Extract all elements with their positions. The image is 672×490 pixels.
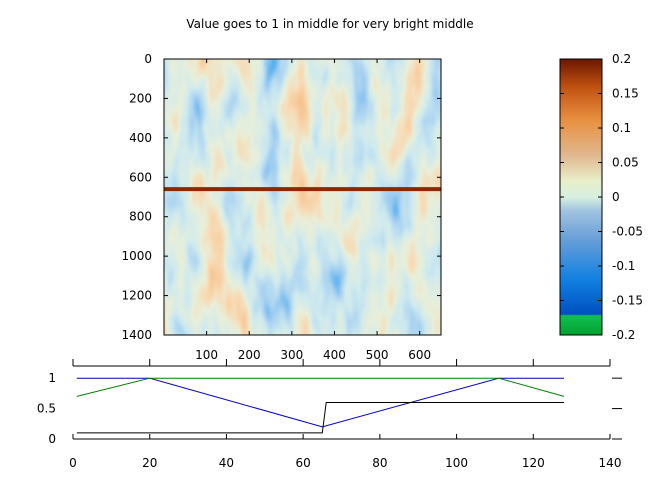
colorbar-tick-label: 0 <box>612 190 620 204</box>
line-y-tick-label: 0 <box>48 432 56 446</box>
bright-line <box>164 187 441 192</box>
series-line-0 <box>76 377 564 428</box>
line-x-tick-label: 60 <box>296 456 311 470</box>
line-x-tick-label: 20 <box>142 456 157 470</box>
colorbar-tick-label: 0.15 <box>612 87 639 101</box>
line-x-tick-label: 100 <box>445 456 468 470</box>
colorbar-tick-label: -0.2 <box>612 328 635 342</box>
heatmap-x-tick-label: 100 <box>195 348 218 362</box>
heatmap-y-tick-label: 1400 <box>121 328 152 342</box>
heatmap-y-axis: 0 200 400 600 800 1000 1200 1400 <box>121 52 441 342</box>
heatmap-image <box>164 59 441 335</box>
chart-title: Value goes to 1 in middle for very brigh… <box>186 17 473 31</box>
heatmap-y-tick-label: 600 <box>129 170 152 184</box>
line-x-tick-label: 0 <box>69 456 77 470</box>
heatmap-y-tick-label: 1000 <box>121 249 152 263</box>
heatmap-y-tick-label: 800 <box>129 210 152 224</box>
line-x-tick-label: 140 <box>599 456 622 470</box>
colorbar-axis: 0.2 0.15 0.1 0.05 0 -0.05 -0.1 -0.15 -0.2 <box>560 52 643 342</box>
heatmap-y-tick-label: 200 <box>129 91 152 105</box>
heatmap-y-tick-label: 0 <box>144 52 152 66</box>
colorbar-tick-label: -0.05 <box>612 225 643 239</box>
colorbar-tick-label: -0.1 <box>612 259 635 273</box>
heatmap-x-tick-label: 500 <box>366 348 389 362</box>
colorbar-gradient <box>560 59 602 335</box>
series-line-1 <box>76 377 565 397</box>
heatmap-y-tick-label: 1200 <box>121 289 152 303</box>
line-panel: 0 20 40 60 80 100 120 140 00.51 <box>37 359 622 470</box>
line-x-tick-label: 120 <box>522 456 545 470</box>
line-y-tick-label: 0.5 <box>37 402 56 416</box>
line-x-axis: 0 20 40 60 80 100 120 140 <box>69 359 621 470</box>
colorbar-tick-label: 0.1 <box>612 121 631 135</box>
heatmap-y-tick-label: 400 <box>129 131 152 145</box>
heatmap-x-tick-label: 200 <box>238 348 261 362</box>
heatmap-x-tick-label: 400 <box>323 348 346 362</box>
line-x-tick-label: 80 <box>372 456 387 470</box>
series-line-2 <box>76 402 564 434</box>
colorbar-tick-label: -0.15 <box>612 294 643 308</box>
heatmap-frame <box>163 58 442 336</box>
line-y-axis: 00.51 <box>37 371 622 446</box>
line-x-tick-label: 40 <box>219 456 234 470</box>
heatmap-x-tick-label: 600 <box>408 348 431 362</box>
line-series-group <box>76 377 565 434</box>
heatmap-x-tick-label: 300 <box>280 348 303 362</box>
colorbar-tick-label: 0.2 <box>612 52 631 66</box>
heatmap-x-axis: 100 200 300 400 500 600 <box>195 59 431 362</box>
heatmap-panel: 0 200 400 600 800 1000 1200 1400 100 200 300 400 50… <box>121 52 442 362</box>
line-y-tick-label: 1 <box>48 371 56 385</box>
colorbar-panel: 0.2 0.15 0.1 0.05 0 -0.05 -0.1 -0.15 -0.2 <box>559 52 643 342</box>
colorbar-tick-label: 0.05 <box>612 156 639 170</box>
